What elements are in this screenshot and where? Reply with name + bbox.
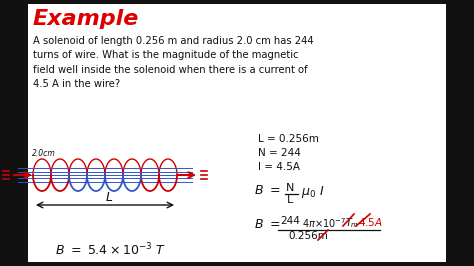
Text: $\mathit{B}\ =$: $\mathit{B}\ =$ — [254, 218, 280, 231]
Text: I = 4.5A: I = 4.5A — [258, 162, 300, 172]
Text: $4\pi{\times}10^{-7}$: $4\pi{\times}10^{-7}$ — [302, 216, 346, 230]
Text: L: L — [106, 191, 112, 204]
Text: L: L — [287, 195, 293, 205]
Text: $\mathit{T_m}$: $\mathit{T_m}$ — [345, 216, 359, 230]
Text: A solenoid of length 0.256 m and radius 2.0 cm has 244
turns of wire. What is th: A solenoid of length 0.256 m and radius … — [33, 36, 314, 89]
Bar — [28, 4, 446, 262]
Text: $\mathit{B}\ =\ 5.4 \times 10^{-3}\ \mathit{T}$: $\mathit{B}\ =\ 5.4 \times 10^{-3}\ \mat… — [55, 242, 166, 259]
Text: L = 0.256m: L = 0.256m — [258, 134, 319, 144]
Text: Example: Example — [33, 9, 139, 29]
Text: N: N — [286, 183, 294, 193]
Text: $4.5\mathit{A}$: $4.5\mathit{A}$ — [358, 216, 383, 228]
Text: N = 244: N = 244 — [258, 148, 301, 158]
Text: 244: 244 — [280, 216, 300, 226]
Text: 0.256m: 0.256m — [288, 231, 328, 241]
Text: $\mathit{B}\ =$: $\mathit{B}\ =$ — [254, 184, 280, 197]
Text: 2.0cm: 2.0cm — [32, 148, 56, 157]
Text: $\mu_0\ \mathit{I}$: $\mu_0\ \mathit{I}$ — [301, 184, 325, 200]
